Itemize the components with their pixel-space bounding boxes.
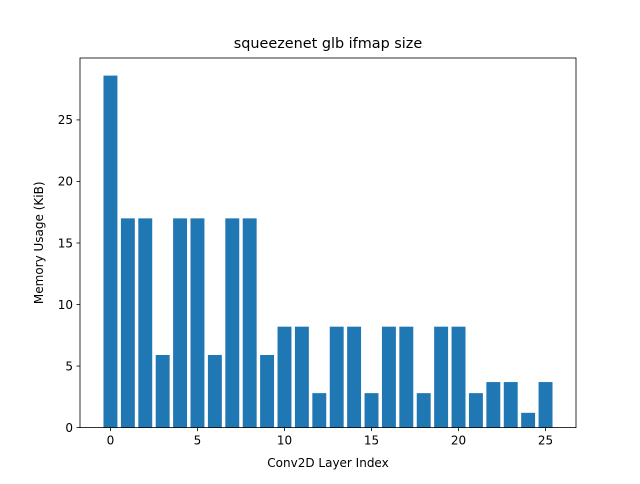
bar-layer-14: [347, 326, 362, 428]
y-axis-label: Memory Usage (KiB): [32, 181, 46, 304]
x-tick-label: 10: [277, 434, 292, 448]
bar-layer-17: [399, 326, 414, 428]
bars-group: [103, 75, 553, 428]
bar-layer-20: [451, 326, 466, 428]
chart-title: squeezenet glb ifmap size: [234, 36, 423, 52]
bar-layer-0: [103, 75, 118, 428]
bar-layer-6: [207, 354, 222, 428]
bar-layer-25: [538, 382, 553, 428]
y-tick-label: 25: [58, 113, 73, 127]
x-tick-label: 25: [538, 434, 553, 448]
y-tick-label: 5: [65, 359, 73, 373]
bar-layer-21: [468, 393, 483, 428]
bar-layer-10: [277, 326, 292, 428]
bar-layer-4: [173, 218, 188, 428]
bar-layer-8: [242, 218, 257, 428]
bar-layer-9: [260, 354, 275, 428]
y-tick-label: 0: [65, 421, 73, 435]
bar-layer-13: [329, 326, 344, 428]
bar-layer-2: [138, 218, 153, 428]
x-tick-label: 0: [107, 434, 115, 448]
bar-layer-18: [416, 393, 431, 428]
bar-layer-5: [190, 218, 205, 428]
bar-layer-24: [521, 412, 536, 428]
bar-layer-7: [225, 218, 240, 428]
x-axis-label: Conv2D Layer Index: [267, 456, 388, 470]
bar-layer-1: [120, 218, 135, 428]
bar-layer-3: [155, 354, 170, 428]
y-axis-ticks: 0 5 10 15 20 25: [58, 113, 80, 435]
x-axis-ticks: 0 5 10 15 20 25: [107, 427, 553, 448]
bar-layer-23: [503, 382, 518, 428]
bar-layer-12: [312, 393, 327, 428]
y-tick-label: 10: [58, 298, 73, 312]
bar-layer-15: [364, 393, 379, 428]
x-tick-label: 20: [451, 434, 466, 448]
bar-layer-19: [434, 326, 449, 428]
x-tick-label: 15: [364, 434, 379, 448]
y-tick-label: 15: [58, 236, 73, 250]
x-tick-label: 5: [194, 434, 202, 448]
y-tick-label: 20: [58, 175, 73, 189]
bar-layer-22: [486, 382, 501, 428]
plot-frame: [79, 57, 577, 429]
bar-layer-16: [381, 326, 396, 428]
bar-layer-11: [294, 326, 309, 428]
